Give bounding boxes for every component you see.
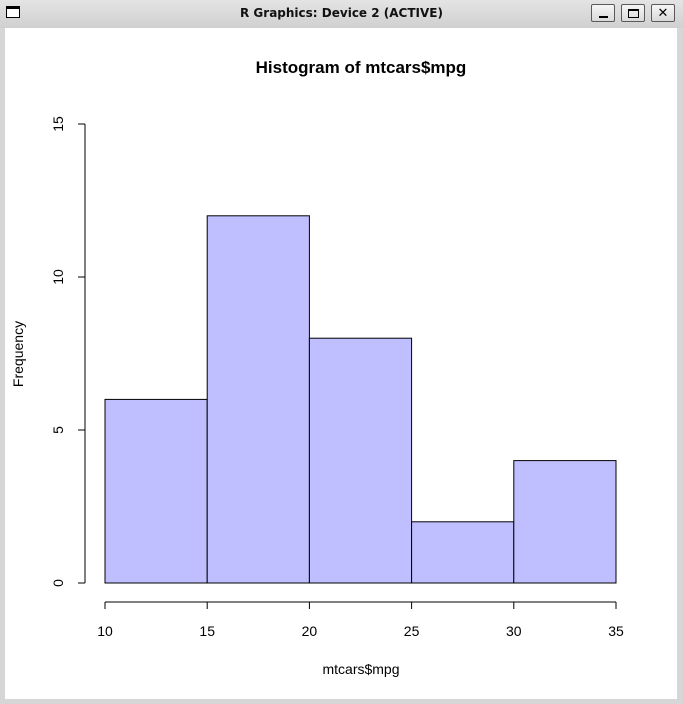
histogram-bar-2 — [206, 215, 310, 584]
histogram-bars — [104, 215, 617, 584]
y-tick-label: 5 — [50, 426, 66, 434]
histogram-bar-3 — [308, 337, 413, 584]
close-icon: ✕ — [657, 5, 669, 21]
chart-title: Histogram of mtcars$mpg — [256, 58, 467, 77]
x-tick-label: 20 — [302, 623, 318, 639]
x-tick-label: 10 — [97, 623, 113, 639]
x-tick-label: 25 — [404, 623, 420, 639]
maximize-icon — [627, 8, 639, 18]
y-axis-label: Frequency — [10, 321, 26, 387]
x-tick-label: 15 — [199, 623, 215, 639]
x-tick-label: 35 — [608, 623, 624, 639]
x-axis-label: mtcars$mpg — [322, 661, 399, 677]
y-tick-label: 15 — [50, 116, 66, 132]
minimize-button[interactable] — [591, 4, 615, 22]
y-tick-label: 0 — [50, 579, 66, 587]
title-bar[interactable]: R Graphics: Device 2 (ACTIVE) ✕ — [0, 0, 683, 28]
minimize-icon — [598, 16, 608, 18]
histogram-plot: Histogram of mtcars$mpg mtcars$mpg Frequ… — [10, 58, 624, 677]
y-axis: 0 5 10 15 — [50, 116, 86, 587]
histogram-bar-5 — [513, 460, 617, 584]
maximize-button[interactable] — [621, 4, 645, 22]
window-title: R Graphics: Device 2 (ACTIVE) — [240, 6, 443, 20]
close-button[interactable]: ✕ — [651, 4, 675, 22]
plot-canvas: Histogram of mtcars$mpg mtcars$mpg Frequ… — [5, 28, 677, 699]
histogram-bar-4 — [411, 521, 515, 584]
x-tick-label: 30 — [506, 623, 522, 639]
x-axis: 10 15 20 25 30 35 — [97, 601, 624, 639]
y-tick-label: 10 — [50, 269, 66, 285]
histogram-bar-1 — [104, 398, 208, 584]
window-icon[interactable] — [6, 6, 20, 18]
